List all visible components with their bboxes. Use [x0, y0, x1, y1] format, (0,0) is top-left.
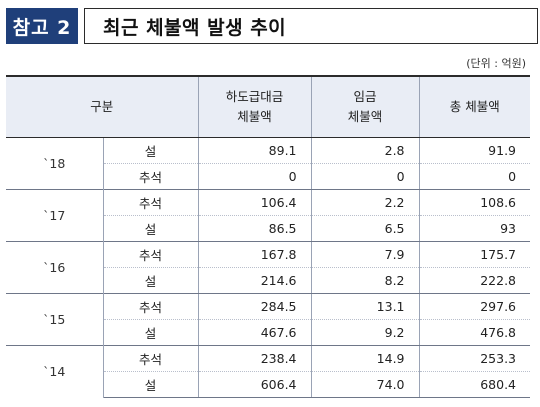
total-cell: 253.3 — [418, 345, 531, 372]
col-header-subcontract: 하도급대금 체불액 — [197, 75, 312, 138]
table-row: `18 설 89.1 2.8 91.9 — [6, 137, 531, 190]
year-cell: `15 — [6, 293, 104, 346]
col-header-label: 임금 체불액 — [347, 89, 383, 124]
wage-cell: 6.5 — [310, 215, 420, 242]
season-cell: 설 — [102, 371, 199, 398]
wage-cell: 13.1 — [310, 293, 420, 320]
season-cell: 설 — [102, 137, 199, 164]
page-title: 최근 체불액 발생 추이 — [103, 16, 287, 39]
reference-tag: 참고 2 — [6, 8, 78, 44]
title-box: 최근 체불액 발생 추이 — [84, 8, 538, 44]
table-row: `15 추석 284.5 13.1 297.6 — [6, 293, 531, 346]
wage-cell: 7.9 — [310, 241, 420, 268]
total-cell: 93 — [418, 215, 531, 242]
subcontract-cell: 167.8 — [197, 241, 312, 268]
year-cell: `16 — [6, 241, 104, 294]
col-header-label: 구분 — [90, 99, 114, 114]
season-cell: 설 — [102, 319, 199, 346]
season-cell: 추석 — [102, 345, 199, 372]
subcontract-cell: 238.4 — [197, 345, 312, 372]
season-cell: 설 — [102, 267, 199, 294]
table-header-row: 구분 하도급대금 체불액 임금 체불액 총 체불액 — [6, 75, 531, 138]
total-cell: 222.8 — [418, 267, 531, 294]
season-cell: 추석 — [102, 163, 199, 190]
col-header-total: 총 체불액 — [418, 75, 531, 138]
col-header-label: 하도급대금 체불액 — [225, 89, 284, 124]
subcontract-cell: 214.6 — [197, 267, 312, 294]
year-cell: `17 — [6, 189, 104, 242]
wage-cell: 9.2 — [310, 319, 420, 346]
subcontract-cell: 284.5 — [197, 293, 312, 320]
unit-note: (단위 : 억원) — [466, 57, 526, 70]
total-cell: 0 — [418, 163, 531, 190]
table-row: `16 추석 167.8 7.9 175.7 — [6, 241, 531, 294]
total-cell: 297.6 — [418, 293, 531, 320]
total-cell: 91.9 — [418, 137, 531, 164]
year-cell: `18 — [6, 137, 104, 190]
total-cell: 476.8 — [418, 319, 531, 346]
season-cell: 설 — [102, 215, 199, 242]
subcontract-cell: 86.5 — [197, 215, 312, 242]
col-header-wage: 임금 체불액 — [310, 75, 420, 138]
wage-cell: 0 — [310, 163, 420, 190]
wage-cell: 74.0 — [310, 371, 420, 398]
subcontract-cell: 89.1 — [197, 137, 312, 164]
col-header-category: 구분 — [6, 75, 199, 138]
season-cell: 추석 — [102, 241, 199, 268]
total-cell: 108.6 — [418, 189, 531, 216]
subcontract-cell: 106.4 — [197, 189, 312, 216]
table-row: `14 추석 238.4 14.9 253.3 — [6, 345, 531, 398]
wage-cell: 2.8 — [310, 137, 420, 164]
wage-cell: 2.2 — [310, 189, 420, 216]
wage-cell: 8.2 — [310, 267, 420, 294]
col-header-label: 총 체불액 — [449, 99, 500, 114]
subcontract-cell: 0 — [197, 163, 312, 190]
table-row: 설 606.4 74.0 680.4 — [6, 371, 531, 398]
year-cell: `14 — [6, 345, 104, 398]
wage-cell: 14.9 — [310, 345, 420, 372]
table-row: `17 추석 106.4 2.2 108.6 — [6, 189, 531, 242]
arrears-table: 구분 하도급대금 체불액 임금 체불액 총 체불액 `18 설 89.1 2.8… — [6, 75, 531, 398]
total-cell: 175.7 — [418, 241, 531, 268]
subcontract-cell: 606.4 — [197, 371, 312, 398]
table-row: 추석 0 0 0 — [6, 163, 531, 190]
total-cell: 680.4 — [418, 371, 531, 398]
season-cell: 추석 — [102, 293, 199, 320]
subcontract-cell: 467.6 — [197, 319, 312, 346]
season-cell: 추석 — [102, 189, 199, 216]
